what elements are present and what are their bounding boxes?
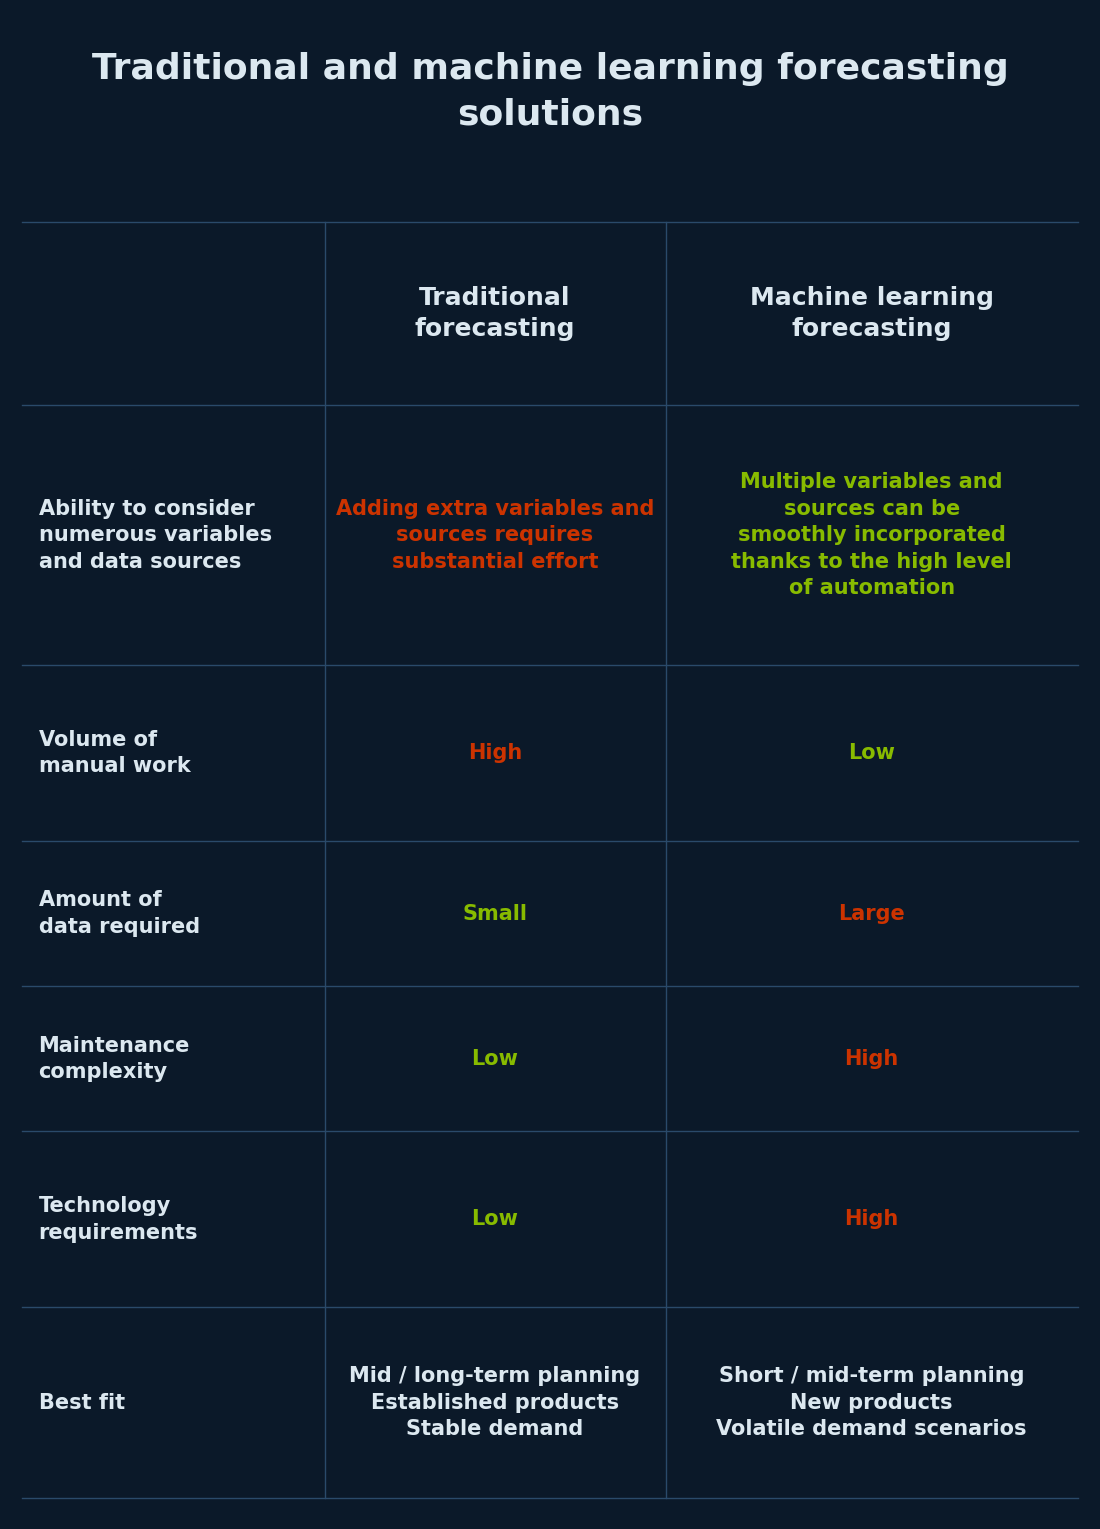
Text: High: High — [845, 1209, 899, 1229]
Text: Low: Low — [848, 743, 895, 763]
Text: High: High — [845, 1049, 899, 1069]
Text: Volume of
manual work: Volume of manual work — [39, 729, 190, 777]
Text: Multiple variables and
sources can be
smoothly incorporated
thanks to the high l: Multiple variables and sources can be sm… — [732, 472, 1012, 598]
Text: Low: Low — [472, 1209, 518, 1229]
Text: Amount of
data required: Amount of data required — [39, 890, 199, 937]
Text: Large: Large — [838, 904, 905, 924]
Text: Maintenance
complexity: Maintenance complexity — [39, 1035, 190, 1083]
Text: Traditional
forecasting: Traditional forecasting — [415, 286, 575, 341]
Text: Ability to consider
numerous variables
and data sources: Ability to consider numerous variables a… — [39, 498, 272, 572]
Text: Machine learning
forecasting: Machine learning forecasting — [750, 286, 993, 341]
Text: High: High — [468, 743, 522, 763]
Text: Traditional and machine learning forecasting
solutions: Traditional and machine learning forecas… — [91, 52, 1009, 131]
Text: Best fit: Best fit — [39, 1393, 124, 1413]
Text: Adding extra variables and
sources requires
substantial effort: Adding extra variables and sources requi… — [336, 498, 654, 572]
Text: Low: Low — [472, 1049, 518, 1069]
Text: Small: Small — [462, 904, 528, 924]
Text: Technology
requirements: Technology requirements — [39, 1196, 198, 1243]
Text: Short / mid-term planning
New products
Volatile demand scenarios: Short / mid-term planning New products V… — [716, 1367, 1027, 1439]
Text: Mid / long-term planning
Established products
Stable demand: Mid / long-term planning Established pro… — [350, 1367, 640, 1439]
